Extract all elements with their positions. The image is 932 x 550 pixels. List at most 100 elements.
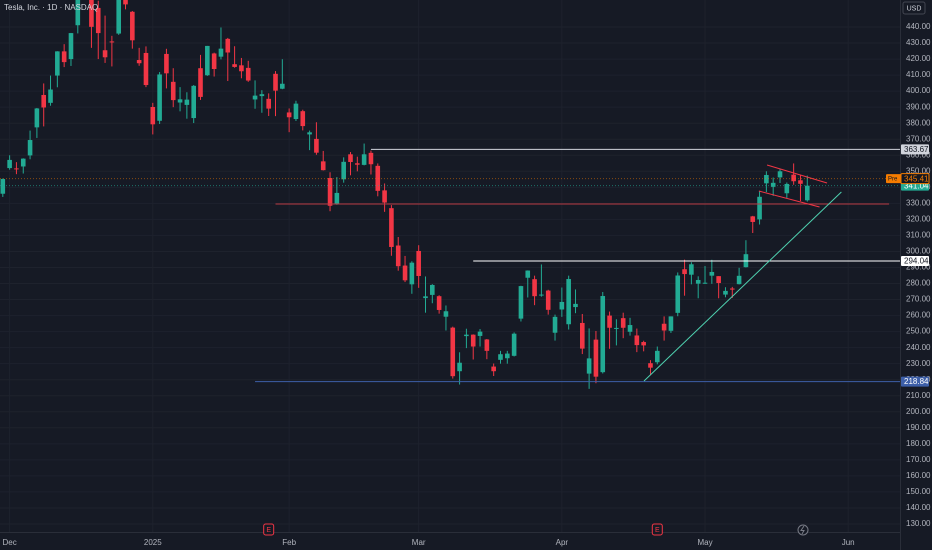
y-tick-label: 360.00 xyxy=(906,150,931,159)
candle-body xyxy=(116,0,121,34)
candle-body xyxy=(266,98,271,109)
candle-body xyxy=(675,275,681,313)
candle-body xyxy=(20,158,26,167)
level-price-label: 363.67 xyxy=(904,145,929,154)
candle-body xyxy=(600,296,606,373)
candle-body xyxy=(102,50,108,58)
candle-body xyxy=(382,190,387,203)
candle-body xyxy=(68,33,74,60)
candle-body xyxy=(559,301,565,310)
y-tick-label: 390.00 xyxy=(906,102,931,111)
candle-body xyxy=(491,366,496,372)
y-tick-label: 160.00 xyxy=(906,471,931,480)
pre-market-tag xyxy=(886,174,902,184)
candle-body xyxy=(355,163,360,165)
earnings-label: E xyxy=(655,527,660,534)
currency: USD xyxy=(907,5,922,12)
candle-body xyxy=(109,41,115,43)
candle-body xyxy=(723,290,728,295)
earnings-label: E xyxy=(266,527,271,534)
y-tick-label: 130.00 xyxy=(906,519,931,528)
y-tick-label: 270.00 xyxy=(906,295,931,304)
x-tick-label: 2025 xyxy=(144,538,162,547)
candle-body xyxy=(450,327,456,377)
candle-body xyxy=(532,279,537,297)
y-tick-label: 350.00 xyxy=(906,166,931,175)
y-tick-label: 440.00 xyxy=(906,22,931,31)
level-price-label: 294.04 xyxy=(904,257,929,266)
candle-body xyxy=(402,265,408,281)
candle-body xyxy=(198,68,203,97)
candle-body xyxy=(184,99,190,105)
pre-market-tag-label: Pre xyxy=(888,177,898,183)
candle-body xyxy=(150,107,156,125)
candle-body xyxy=(409,262,415,285)
candle-body xyxy=(511,333,517,356)
candle-body xyxy=(7,159,12,169)
candle-body xyxy=(641,342,646,346)
candle-body xyxy=(327,178,333,206)
candle-body xyxy=(661,323,667,331)
x-tick-label: Jun xyxy=(842,538,855,547)
candle-body xyxy=(430,284,435,295)
y-tick-label: 430.00 xyxy=(906,38,931,47)
x-tick-label: Feb xyxy=(282,538,296,547)
candle-body xyxy=(389,208,394,247)
candle-body xyxy=(784,183,790,194)
candle-body xyxy=(157,74,162,121)
candle-body xyxy=(539,294,544,296)
candle-body xyxy=(586,358,592,374)
candle-body xyxy=(736,275,742,285)
candle-body xyxy=(34,108,40,128)
candle-body xyxy=(252,95,258,100)
candle-body xyxy=(211,53,217,70)
candle-body xyxy=(286,112,292,118)
earnings-marker xyxy=(651,523,663,536)
pre-market-box xyxy=(900,173,930,185)
candle-body xyxy=(177,99,183,103)
x-tick-label: Mar xyxy=(412,538,426,547)
candle-body xyxy=(566,279,571,325)
candle-body xyxy=(436,296,442,310)
candle-body xyxy=(164,53,169,74)
x-tick-label: Dec xyxy=(3,538,17,547)
candle-body xyxy=(579,322,585,349)
candle-body xyxy=(89,0,94,27)
candle-body xyxy=(695,279,701,284)
candle-body xyxy=(552,316,558,333)
candle-body xyxy=(709,271,715,276)
dividend-icon[interactable] xyxy=(797,524,809,536)
candle-body xyxy=(627,325,633,332)
y-tick-label: 410.00 xyxy=(906,70,931,79)
candle-body xyxy=(648,363,653,368)
candle-body xyxy=(457,362,462,372)
candle-body xyxy=(170,81,176,101)
candle-body xyxy=(320,161,326,171)
candle-body xyxy=(423,296,428,299)
y-tick-label: 330.00 xyxy=(906,198,931,207)
candle-body xyxy=(702,282,708,284)
y-tick-label: 210.00 xyxy=(906,391,931,400)
candle-body xyxy=(218,48,224,57)
candle-body xyxy=(14,168,19,170)
candle-body xyxy=(770,182,776,187)
candle-body xyxy=(232,64,237,67)
candle-body xyxy=(314,138,319,153)
plot xyxy=(0,0,900,389)
pre-market-label: 345.41 xyxy=(904,174,929,183)
candle-body xyxy=(375,165,381,191)
candle-body xyxy=(334,192,340,204)
candle-body xyxy=(593,339,599,377)
candle-body xyxy=(668,316,674,331)
currency-box[interactable] xyxy=(902,1,926,15)
candle-body xyxy=(573,303,578,308)
y-tick-label: 320.00 xyxy=(906,214,931,223)
level-price-box xyxy=(901,144,929,155)
x-tick-label: May xyxy=(697,538,712,547)
candle-body xyxy=(41,94,47,108)
candle-body xyxy=(130,11,135,41)
y-tick-label: 190.00 xyxy=(906,423,931,432)
axes: 440.00 430.00 420.00 410.00 400.00 390.00 380.… xyxy=(3,22,932,547)
